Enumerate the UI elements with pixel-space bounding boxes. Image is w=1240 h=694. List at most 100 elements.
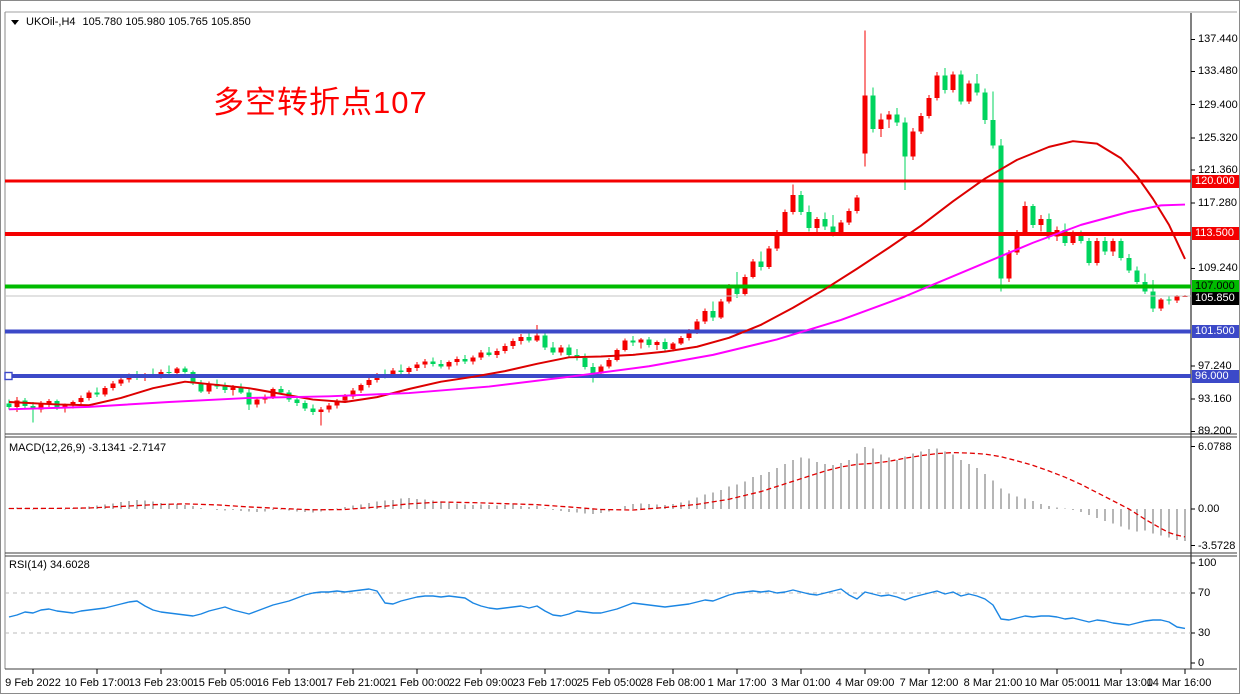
candle-bull: [1110, 241, 1116, 252]
candle-bear: [830, 226, 836, 233]
candle-bull: [918, 116, 924, 132]
candle-bear: [1086, 241, 1092, 264]
candle-bull: [118, 379, 124, 384]
price-badge-107.000: 107.000: [1192, 280, 1239, 294]
candle-bull: [86, 392, 92, 398]
candle-bear: [526, 337, 532, 341]
candle-bear: [94, 392, 100, 395]
candle-bull: [358, 384, 364, 391]
candle-bear: [1046, 219, 1052, 237]
price-badge-96.000: 96.000: [1192, 369, 1239, 383]
candle-bear: [278, 389, 284, 393]
price-tick-label: 129.400: [1198, 98, 1238, 111]
time-axis-label: 11 Mar 13:00: [1088, 677, 1154, 689]
price-tick-label: 121.360: [1198, 163, 1238, 176]
candle-bull: [702, 311, 708, 322]
candle-bull: [334, 400, 340, 406]
symbol-dropdown-icon[interactable]: [11, 19, 19, 25]
candle-bull: [838, 222, 844, 233]
symbol-name: UKOil-,H4: [26, 16, 76, 28]
price-tick-label: 133.480: [1198, 65, 1238, 78]
candle-bull: [854, 197, 860, 212]
candle-bull: [1006, 252, 1012, 279]
candle-bull: [366, 380, 372, 385]
candle-bull: [158, 371, 164, 376]
price-tick-label: 125.320: [1198, 131, 1238, 144]
candle-bear: [982, 92, 988, 121]
candle-bear: [798, 194, 804, 212]
price-badge-113.500: 113.500: [1192, 227, 1239, 241]
candle-bull: [110, 383, 116, 389]
candle-bear: [958, 74, 964, 102]
candle-bear: [1102, 241, 1108, 252]
candle-bear: [542, 335, 548, 348]
candle-bull: [174, 368, 180, 373]
candle-bull: [774, 232, 780, 249]
ma-fast-red-line: [8, 140, 1186, 407]
candle-bull: [390, 370, 396, 376]
candle-bear: [582, 358, 588, 368]
rsi-line: [8, 588, 1186, 630]
price-tick-label: 117.280: [1198, 197, 1237, 210]
candle-bear: [1150, 291, 1156, 309]
macd-indicator-label: MACD(12,26,9) -3.1341 -2.7147: [9, 442, 167, 454]
candle-bull: [726, 286, 732, 302]
candle-bull: [414, 364, 420, 368]
candle-bull: [254, 399, 260, 405]
price-tick-label: 137.440: [1198, 33, 1238, 46]
candle-bull: [342, 396, 348, 401]
candle-bear: [990, 120, 996, 146]
time-axis-label: 25 Feb 05:00: [576, 677, 642, 689]
candle-bear: [662, 341, 668, 350]
candle-bull: [718, 301, 724, 318]
line-anchor-handle: [4, 371, 13, 381]
price-badge-101.500: 101.500: [1192, 324, 1239, 338]
candle-bear: [198, 383, 204, 392]
candle-bear: [822, 219, 828, 227]
time-axis-label: 13 Feb 23:00: [128, 677, 194, 689]
candle-bull: [70, 402, 76, 406]
price-tick-label: 97.240: [1198, 359, 1232, 372]
candle-bear: [166, 371, 172, 373]
candle-bear: [438, 363, 444, 367]
macd-axis-label: 6.0788: [1198, 440, 1232, 453]
candle-bull: [406, 367, 412, 372]
candle-bull: [910, 131, 916, 157]
candle-bear: [1078, 233, 1084, 242]
time-axis-label: 8 Mar 21:00: [963, 677, 1023, 689]
candle-bull: [878, 119, 884, 129]
candle-bull: [1038, 219, 1044, 225]
candle-bear: [1118, 241, 1124, 259]
rsi-axis-label: 0: [1198, 657, 1205, 669]
candle-bull: [518, 337, 524, 342]
rsi-indicator-label: RSI(14) 34.6028: [9, 559, 90, 571]
macd-axis-label: -3.5728: [1198, 539, 1236, 552]
candle-bull: [886, 114, 892, 120]
price-tick-label: 109.240: [1198, 262, 1238, 275]
candle-bear: [646, 339, 652, 346]
candle-bear: [182, 368, 188, 372]
candle-bull: [678, 337, 684, 344]
time-axis-label: 15 Feb 05:00: [192, 677, 258, 689]
candle-bear: [806, 211, 812, 229]
candle-bull: [206, 384, 212, 392]
candle-bull: [926, 98, 932, 116]
candle-bull: [326, 405, 332, 410]
candle-bear: [430, 361, 436, 364]
time-axis-label: 28 Feb 08:00: [640, 677, 706, 689]
candle-bull: [46, 401, 52, 404]
candle-bear: [630, 340, 636, 343]
candle-bear: [590, 367, 596, 374]
candle-bull: [318, 409, 324, 412]
price-tick-label: 89.200: [1198, 425, 1232, 438]
candle-bull: [598, 366, 604, 374]
candle-bull: [534, 335, 540, 341]
candle-bear: [566, 347, 572, 355]
macd-axis-label: 0.00: [1198, 503, 1220, 515]
candle-bear: [310, 408, 316, 412]
candle-bear: [398, 370, 404, 372]
candle-bull: [422, 361, 428, 365]
candle-bear: [222, 386, 228, 390]
